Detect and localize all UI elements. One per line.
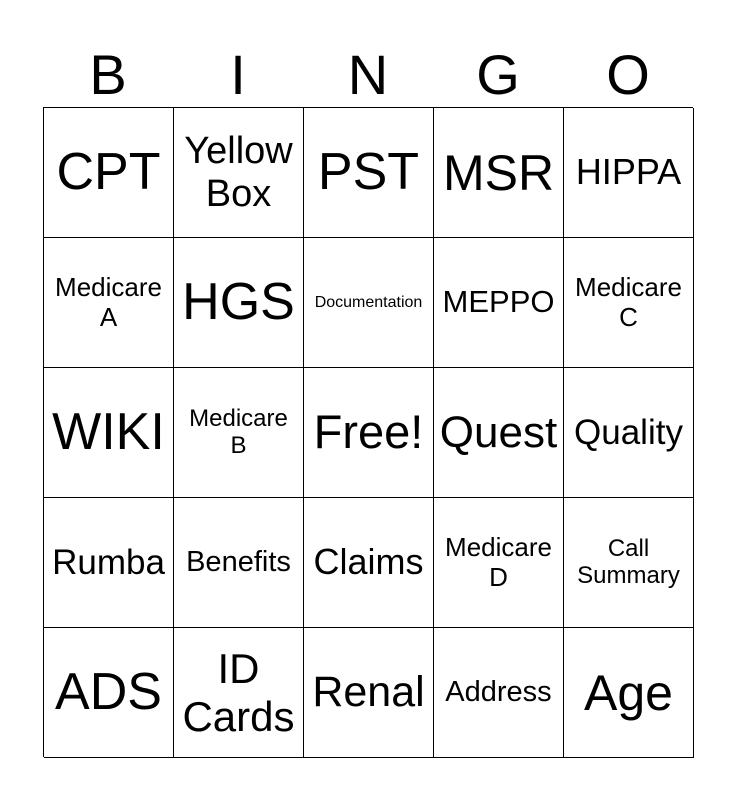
bingo-header: B I N G O <box>43 40 693 110</box>
bingo-cell: ID Cards <box>174 628 304 758</box>
bingo-cell: WIKI <box>44 368 174 498</box>
bingo-cell: MEPPO <box>434 238 564 368</box>
bingo-cell: Renal <box>304 628 434 758</box>
bingo-cell: Medicare C <box>564 238 694 368</box>
bingo-cell: ADS <box>44 628 174 758</box>
bingo-cell: Rumba <box>44 498 174 628</box>
bingo-cell: MSR <box>434 108 564 238</box>
header-letter-g: G <box>476 43 520 106</box>
bingo-cell: Documentation <box>304 238 434 368</box>
bingo-cell: HGS <box>174 238 304 368</box>
header-letter-i: I <box>230 43 246 106</box>
bingo-cell: Address <box>434 628 564 758</box>
bingo-cell-free: Free! <box>304 368 434 498</box>
bingo-cell: Medicare D <box>434 498 564 628</box>
bingo-cell: Age <box>564 628 694 758</box>
bingo-cell: Yellow Box <box>174 108 304 238</box>
header-letter-b: B <box>89 43 127 106</box>
bingo-cell: Call Summary <box>564 498 694 628</box>
bingo-cell: Medicare B <box>174 368 304 498</box>
header-letter-n: N <box>347 43 389 106</box>
bingo-cell: Claims <box>304 498 434 628</box>
bingo-grid: CPT Yellow Box PST MSR HIPPA Medicare A … <box>43 107 694 758</box>
bingo-cell: HIPPA <box>564 108 694 238</box>
bingo-cell: CPT <box>44 108 174 238</box>
bingo-cell: Benefits <box>174 498 304 628</box>
bingo-cell: Quality <box>564 368 694 498</box>
bingo-cell: Medicare A <box>44 238 174 368</box>
bingo-cell: PST <box>304 108 434 238</box>
header-letter-o: O <box>606 43 650 106</box>
bingo-cell: Quest <box>434 368 564 498</box>
